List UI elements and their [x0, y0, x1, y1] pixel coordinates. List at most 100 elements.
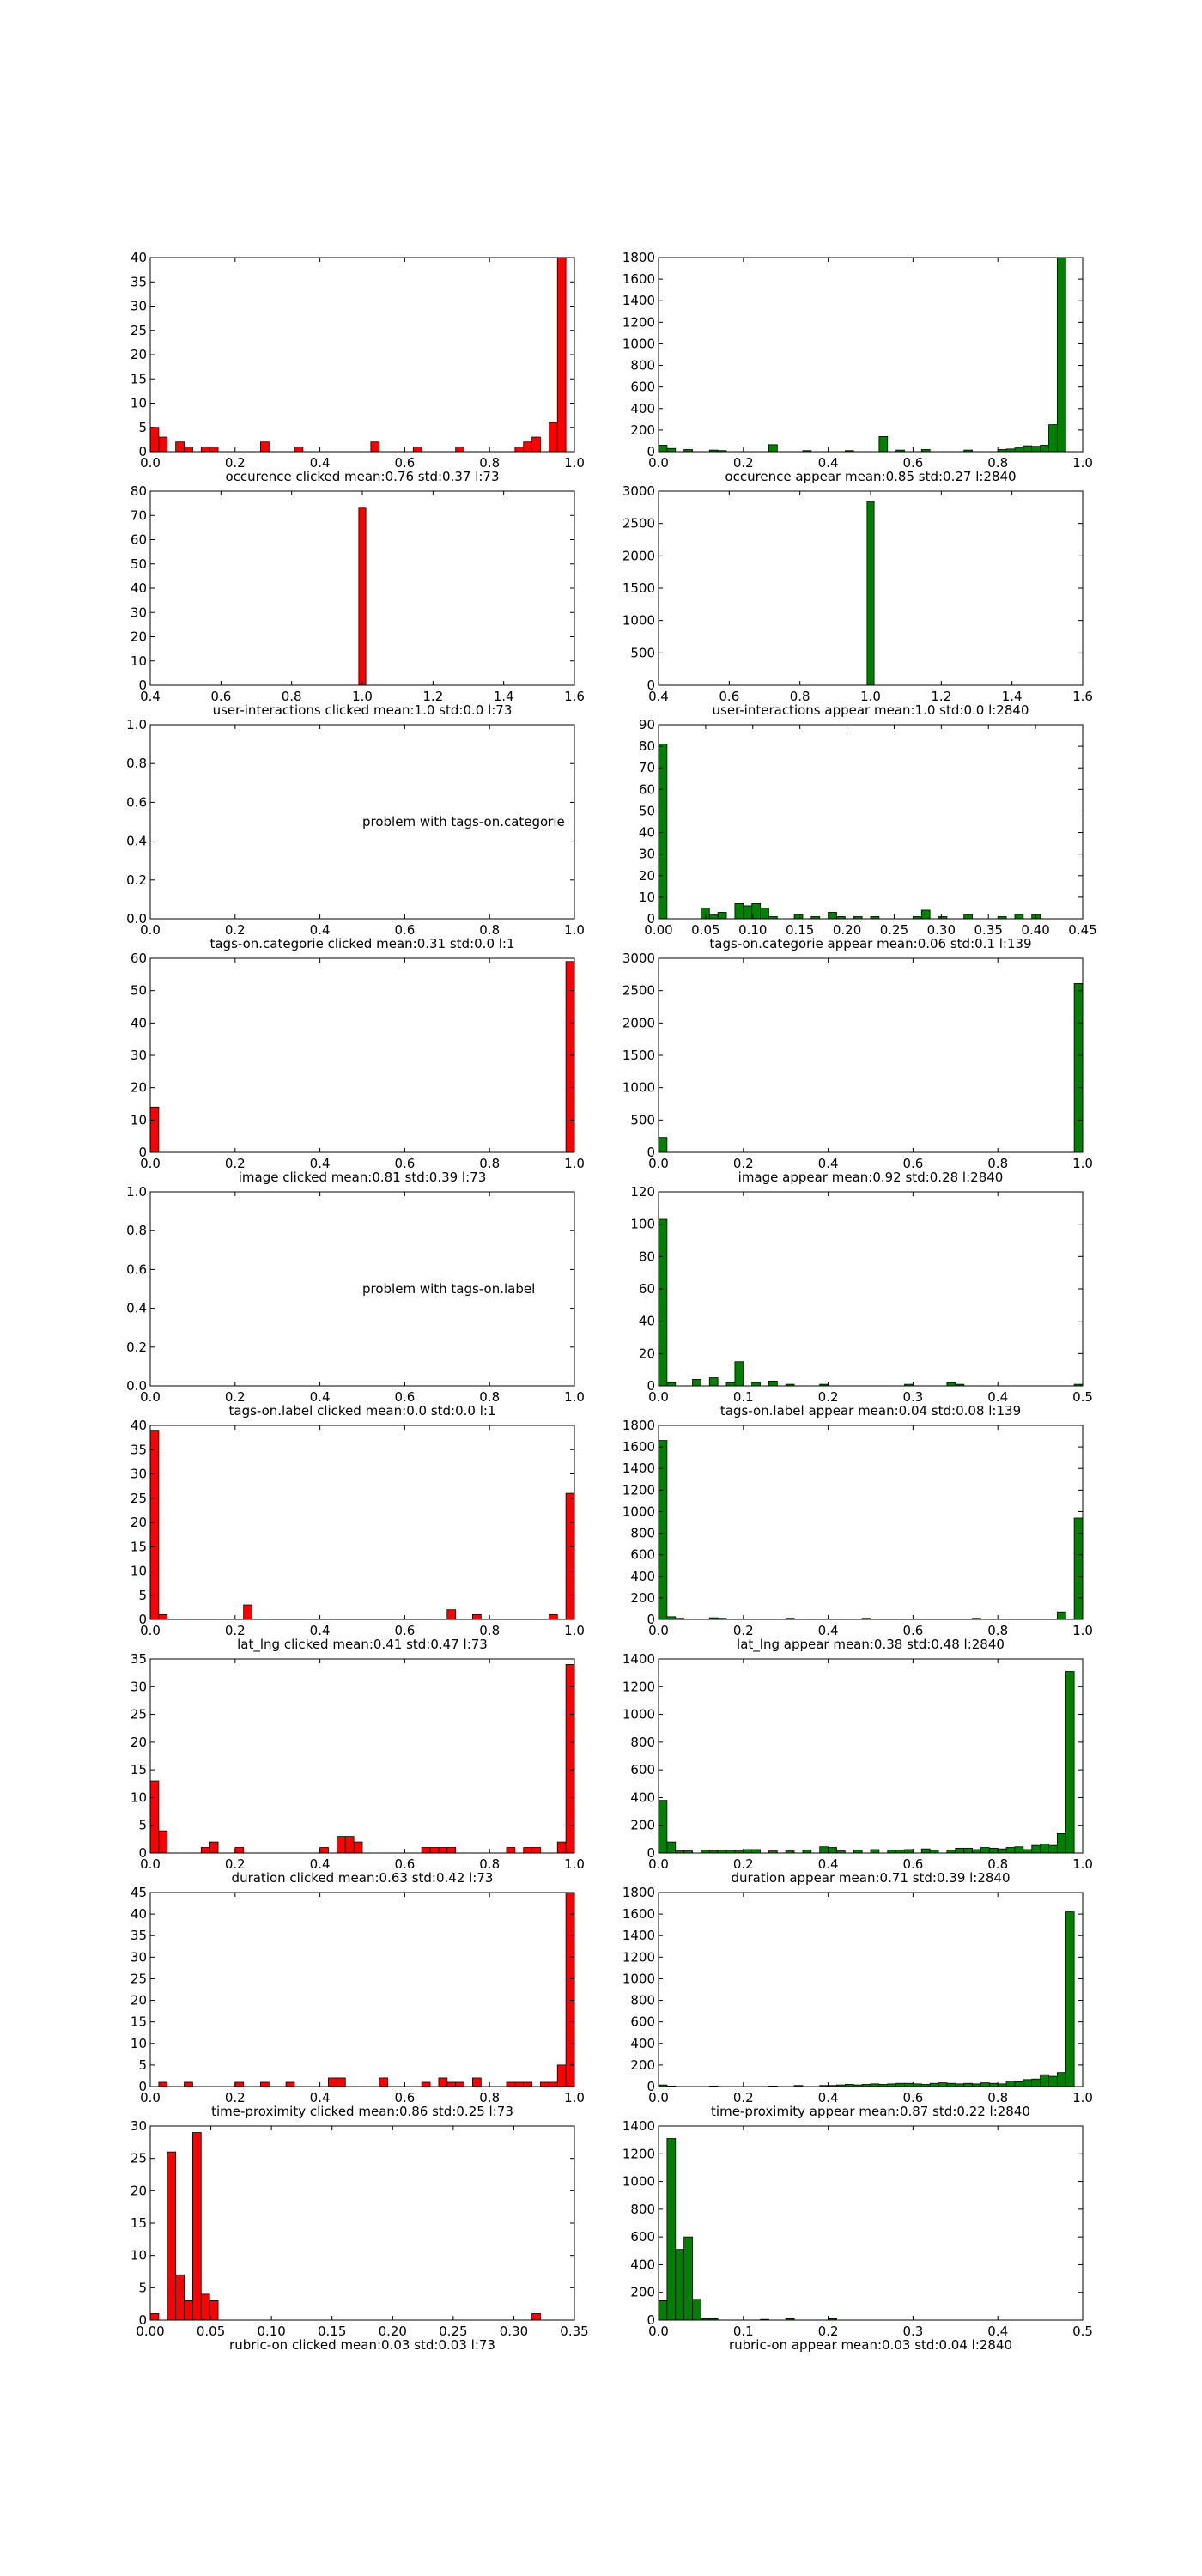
histogram-bar: [866, 501, 875, 686]
y-tick-label: 0.0: [126, 911, 147, 927]
x-tick-label: 0.6: [902, 1156, 923, 1171]
y-tick-label: 400: [630, 2257, 655, 2272]
y-tick-label: 30: [131, 2118, 147, 2134]
y-tick-label: 40: [131, 1418, 147, 1433]
y-tick-label: 0.8: [126, 756, 147, 771]
y-tick-label: 1800: [622, 1885, 655, 1900]
y-tick-label: 20: [639, 1346, 655, 1361]
panel-annotation: problem with tags-on.categorie: [362, 814, 565, 829]
y-tick-label: 0.6: [126, 794, 147, 810]
histogram-bar: [1005, 1847, 1016, 1854]
y-tick-label: 35: [131, 274, 147, 289]
x-tick-label: 0.30: [500, 2324, 528, 2339]
histogram-bar: [658, 1137, 668, 1153]
histogram-bar: [336, 2077, 346, 2087]
x-axis-label: time-proximity clicked mean:0.86 std:0.2…: [211, 2104, 513, 2119]
histogram-bar: [285, 2081, 295, 2087]
y-tick-label: 30: [131, 605, 147, 620]
histogram-bar: [1031, 2078, 1041, 2087]
x-tick-label: 0.6: [210, 689, 231, 704]
y-tick-label: 10: [131, 2248, 147, 2263]
y-tick-label: 500: [630, 645, 655, 660]
x-tick-label: 0.2: [225, 1389, 246, 1405]
histogram-bar: [234, 2081, 245, 2087]
histogram-bar: [1056, 1832, 1066, 1854]
histogram-bar: [319, 1847, 329, 1854]
x-tick-label: 0.6: [394, 1623, 415, 1638]
x-tick-label: 0.0: [140, 1156, 161, 1171]
x-tick-label: 0.8: [479, 2090, 500, 2105]
y-tick-label: 1400: [622, 1928, 655, 1943]
histogram-bar: [725, 1382, 736, 1387]
histogram-panel-time-proximity-clicked: 0.0 0.2 0.4 0.6 0.8 1.0 0 5 10 15 20 25 30 35 40 45 time…: [131, 1885, 585, 2119]
histogram-bar: [793, 914, 804, 920]
histogram-bar: [929, 2082, 939, 2087]
y-tick-label: 10: [131, 1564, 147, 1579]
y-tick-label: 1500: [622, 1048, 655, 1063]
histogram-bar: [158, 2081, 168, 2087]
y-tick-label: 50: [639, 803, 655, 818]
x-tick-label: 0.10: [257, 2324, 285, 2339]
histogram-bar: [1014, 2081, 1024, 2087]
y-tick-label: 0: [138, 1145, 147, 1160]
x-tick-label: 0.30: [927, 922, 956, 938]
histogram-bar: [328, 2077, 337, 2087]
y-tick-label: 1000: [622, 1971, 655, 1986]
x-tick-label: 0.4: [818, 455, 839, 471]
x-axis-label: image clicked mean:0.81 std:0.39 l:73: [239, 1170, 487, 1185]
x-tick-label: 0.4: [987, 1389, 1008, 1405]
y-tick-label: 400: [630, 401, 655, 416]
y-tick-label: 25: [131, 323, 147, 338]
y-tick-label: 20: [131, 629, 147, 645]
x-tick-label: 0.0: [648, 455, 669, 471]
histogram-bar: [658, 2300, 668, 2321]
histogram-bar: [548, 1613, 558, 1620]
histogram-bar: [184, 446, 193, 453]
histogram-bar: [870, 1849, 880, 1854]
x-tick-label: 0.5: [1072, 2324, 1093, 2339]
x-tick-label: 0.0: [648, 1623, 669, 1638]
y-tick-label: 0: [138, 677, 147, 693]
x-axis-label: image appear mean:0.92 std:0.28 l:2840: [738, 1170, 1004, 1185]
x-tick-label: 0.2: [225, 2090, 246, 2105]
histogram-panel-image-clicked: 0.0 0.2 0.4 0.6 0.8 1.0 0 10 20 30 40 50 60 image cli…: [131, 951, 585, 1185]
histogram-panel-duration-appear: 0.0 0.2 0.4 0.6 0.8 1.0 0 200 400 600 800 1000 1200 1…: [622, 1651, 1093, 1886]
y-tick-label: 40: [639, 825, 655, 841]
histogram-bar: [683, 2236, 693, 2321]
histogram-bar: [506, 2081, 516, 2087]
x-axis-label: duration appear mean:0.71 std:0.39 l:284…: [731, 1870, 1010, 1886]
y-tick-label: 20: [131, 347, 147, 362]
y-tick-label: 200: [630, 2285, 655, 2300]
histogram-bar: [828, 1847, 837, 1854]
histogram-bar: [200, 2293, 210, 2321]
y-tick-label: 0.4: [126, 1301, 147, 1316]
y-tick-label: 20: [131, 1993, 147, 2008]
histogram-bar: [438, 2077, 448, 2087]
x-tick-label: 1.0: [564, 1856, 585, 1872]
y-tick-label: 50: [131, 556, 147, 572]
histogram-panel-rubric-on-appear: 0.0 0.1 0.2 0.3 0.4 0.5 0 200 400 600 800 1000 1200 1…: [622, 2118, 1093, 2353]
y-tick-label: 400: [630, 1569, 655, 1584]
y-tick-label: 3000: [622, 483, 655, 499]
y-tick-label: 40: [131, 1906, 147, 1922]
histogram-bar: [472, 1613, 482, 1620]
y-tick-label: 0: [138, 2079, 147, 2094]
x-axis-label: lat_lng appear mean:0.38 std:0.48 l:2840: [737, 1637, 1005, 1653]
x-tick-label: 0.8: [790, 689, 810, 704]
x-tick-label: 0.2: [818, 1389, 839, 1405]
y-tick-label: 0.6: [126, 1261, 147, 1277]
histogram-bar: [149, 1430, 160, 1620]
axes-frame: [149, 2125, 575, 2321]
x-axis-label: tags-on.label appear mean:0.04 std:0.08 …: [720, 1403, 1021, 1419]
x-tick-label: 1.6: [564, 689, 585, 704]
axes-frame: [149, 724, 575, 920]
histogram-bar: [243, 1604, 252, 1620]
histogram-bar: [751, 1849, 761, 1854]
histogram-bar: [200, 1847, 210, 1854]
y-tick-label: 25: [131, 1971, 147, 1986]
histogram-bar: [446, 1609, 457, 1620]
y-tick-label: 1500: [622, 580, 655, 596]
x-tick-label: 0.10: [738, 922, 767, 938]
histogram-bar: [904, 1849, 914, 1854]
y-tick-label: 15: [131, 371, 147, 386]
